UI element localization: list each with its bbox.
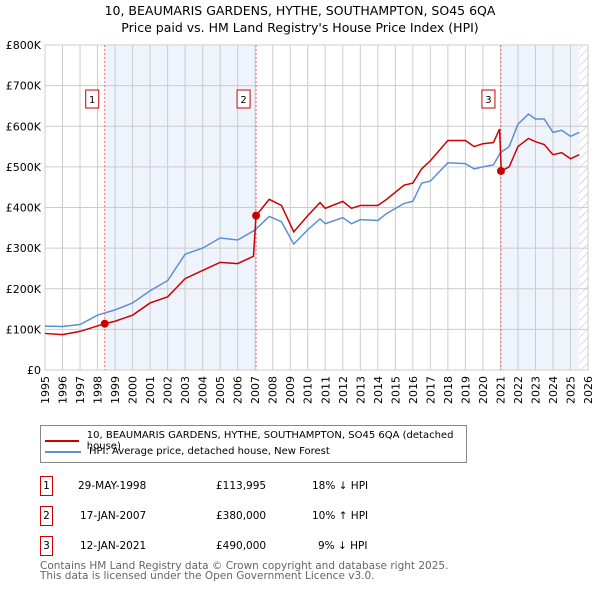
sale-price: £380,000 <box>216 510 267 522</box>
sale-date: 17-JAN-2007 <box>80 510 147 522</box>
y-tick-label: £800K <box>6 39 42 52</box>
plot-border <box>44 44 589 371</box>
x-tick-label: 2015 <box>389 376 402 404</box>
chart-subtitle: Price paid vs. HM Land Registry's House … <box>121 20 479 35</box>
x-tick-label: 2019 <box>459 376 472 404</box>
sale-row: 3 12-JAN-2021 £490,000 9% ↓ HPI <box>40 536 440 556</box>
sale-marker-label: 3 <box>485 95 491 106</box>
footer: Contains HM Land Registry data © Crown c… <box>40 560 449 582</box>
y-tick-label: £700K <box>6 80 42 93</box>
legend-swatch-price <box>45 440 79 442</box>
y-tick-label: £400K <box>6 202 42 215</box>
plot-area: 1995 1996 1997 1998 1999 2000 2001 2002 2003 2004… <box>6 39 595 404</box>
y-tick-label: £500K <box>6 161 42 174</box>
sale-badge: 1 <box>40 476 53 496</box>
x-tick-label: 2003 <box>179 376 192 404</box>
sale-price: £113,995 <box>216 480 267 492</box>
y-tick-label: £0 <box>27 364 41 377</box>
x-tick-label: 1997 <box>74 376 87 404</box>
chart-title: 10, BEAUMARIS GARDENS, HYTHE, SOUTHAMPTO… <box>104 3 496 18</box>
y-tick-label: £600K <box>6 120 42 133</box>
x-tick-label: 2024 <box>547 376 560 404</box>
sale-date: 12-JAN-2021 <box>80 540 147 552</box>
x-tick-label: 2007 <box>249 376 262 404</box>
x-tick-label: 2000 <box>127 376 140 404</box>
x-tick-label: 2004 <box>197 376 210 404</box>
x-tick-label: 2016 <box>407 376 420 404</box>
x-tick-label: 2026 <box>582 376 595 404</box>
sale-marker-label: 2 <box>240 95 246 106</box>
x-tick-label: 2012 <box>337 376 350 404</box>
x-tick-label: 2009 <box>284 376 297 404</box>
x-tick-label: 2022 <box>512 376 525 404</box>
hpi-line <box>44 113 580 328</box>
x-tick-label: 2010 <box>302 376 315 404</box>
x-tick-label: 2006 <box>232 376 245 404</box>
sale-hpi: 10% ↑ HPI <box>312 510 369 522</box>
x-tick-label: 2005 <box>214 376 227 404</box>
legend: 10, BEAUMARIS GARDENS, HYTHE, SOUTHAMPTO… <box>40 425 467 463</box>
y-tick-label: £300K <box>6 242 42 255</box>
x-tick-label: 2017 <box>424 376 437 404</box>
sale-point <box>252 211 261 220</box>
x-tick-label: 2011 <box>319 376 332 404</box>
x-tick-label: 2001 <box>144 376 157 404</box>
y-tick-label: £100K <box>6 323 42 336</box>
footer-line1: Contains HM Land Registry data © Crown c… <box>40 560 449 572</box>
x-tick-label: 2008 <box>267 376 280 404</box>
x-tick-label: 2013 <box>354 376 367 404</box>
sale-badge: 3 <box>40 536 53 556</box>
price-line <box>44 128 580 336</box>
sale-badge: 2 <box>40 506 53 526</box>
x-tick-label: 2002 <box>162 376 175 404</box>
sale-marker-label: 1 <box>89 95 95 106</box>
x-tick-label: 1995 <box>39 376 52 404</box>
sale-hpi: 18% ↓ HPI <box>312 480 369 492</box>
x-tick-label: 1996 <box>57 376 70 404</box>
x-tick-label: 1999 <box>109 376 122 404</box>
y-tick-label: £200K <box>6 283 42 296</box>
sale-point <box>100 319 109 328</box>
sale-marker-box <box>85 89 100 109</box>
x-tick-label: 2021 <box>494 376 507 404</box>
legend-label-price: 10, BEAUMARIS GARDENS, HYTHE, SOUTHAMPTO… <box>86 430 454 452</box>
x-tick-label: 1998 <box>92 376 105 404</box>
x-tick-label: 2023 <box>529 376 542 404</box>
sale-point <box>496 166 505 175</box>
footer-line2: This data is licensed under the Open Gov… <box>40 570 375 582</box>
legend-swatch-hpi <box>45 450 81 453</box>
legend-label-hpi: HPI: Average price, detached house, New … <box>89 446 330 457</box>
x-tick-label: 2025 <box>564 376 577 404</box>
sale-price: £490,000 <box>216 540 267 552</box>
sale-row: 2 17-JAN-2007 £380,000 10% ↑ HPI <box>40 506 440 526</box>
x-tick-label: 2020 <box>477 376 490 404</box>
sale-marker-box <box>236 89 251 109</box>
sale-date: 29-MAY-1998 <box>78 480 147 492</box>
sale-hpi: 9% ↓ HPI <box>318 540 368 552</box>
x-tick-label: 2018 <box>442 376 455 404</box>
x-tick-label: 2014 <box>372 376 385 404</box>
sale-marker-box <box>481 89 496 109</box>
sale-row: 1 29-MAY-1998 £113,995 18% ↓ HPI <box>40 476 440 496</box>
